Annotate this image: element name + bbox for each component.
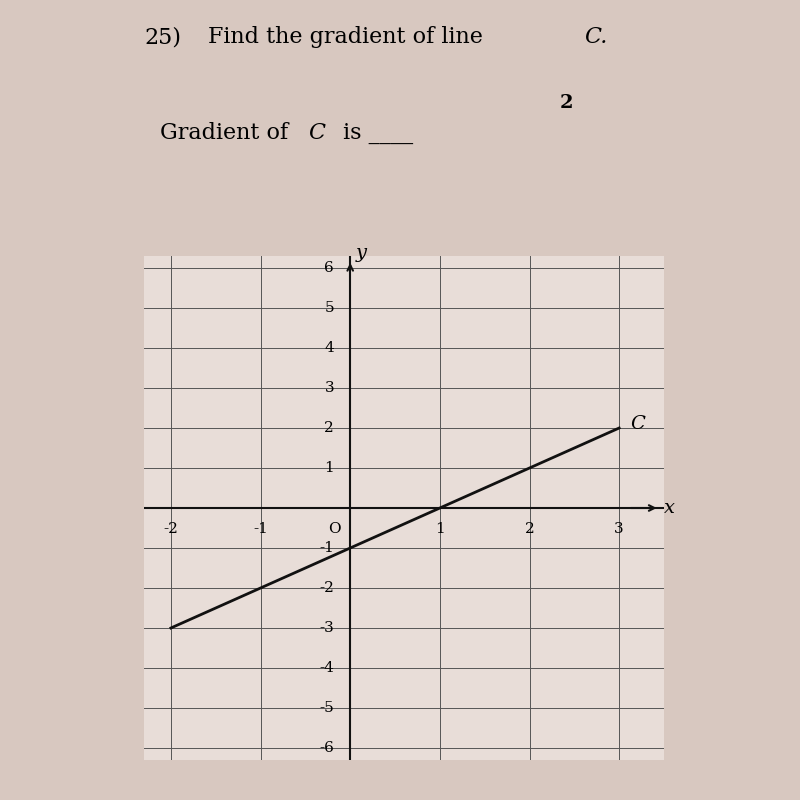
Text: y: y: [355, 244, 366, 262]
Text: 4: 4: [324, 341, 334, 355]
Text: C: C: [308, 122, 325, 144]
Text: Find the gradient of line: Find the gradient of line: [208, 26, 490, 48]
Text: 2: 2: [560, 94, 574, 112]
Text: C: C: [630, 415, 645, 433]
Text: -3: -3: [319, 621, 334, 635]
Text: C.: C.: [584, 26, 607, 48]
Text: O: O: [328, 522, 340, 536]
Text: is ____: is ____: [336, 122, 413, 144]
Text: 6: 6: [324, 261, 334, 275]
Text: x: x: [664, 499, 675, 517]
Text: 1: 1: [324, 461, 334, 475]
Text: -1: -1: [319, 541, 334, 555]
Text: 3: 3: [325, 381, 334, 395]
Text: 5: 5: [325, 301, 334, 315]
Text: Gradient of: Gradient of: [160, 122, 295, 144]
Text: 3: 3: [614, 522, 624, 536]
Text: -4: -4: [319, 661, 334, 675]
Text: -2: -2: [319, 581, 334, 595]
Text: -5: -5: [319, 701, 334, 715]
Text: 25): 25): [144, 26, 181, 48]
Text: 1: 1: [435, 522, 445, 536]
Text: 2: 2: [525, 522, 534, 536]
Text: -6: -6: [319, 741, 334, 755]
Text: -2: -2: [163, 522, 178, 536]
Text: 2: 2: [324, 421, 334, 435]
Text: -1: -1: [253, 522, 268, 536]
